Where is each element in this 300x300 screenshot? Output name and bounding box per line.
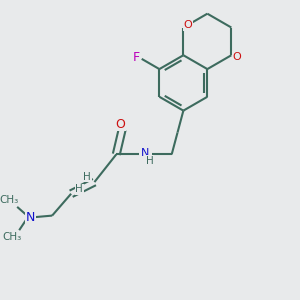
Text: H: H — [83, 172, 91, 182]
Text: H: H — [146, 156, 154, 166]
Text: CH₃: CH₃ — [0, 195, 19, 206]
Text: CH₃: CH₃ — [2, 232, 22, 242]
Text: H: H — [75, 184, 83, 194]
Text: N: N — [141, 148, 150, 158]
Text: O: O — [232, 52, 241, 62]
Text: N: N — [26, 211, 35, 224]
Text: O: O — [183, 20, 192, 30]
Text: O: O — [116, 118, 126, 131]
Text: F: F — [133, 51, 140, 64]
